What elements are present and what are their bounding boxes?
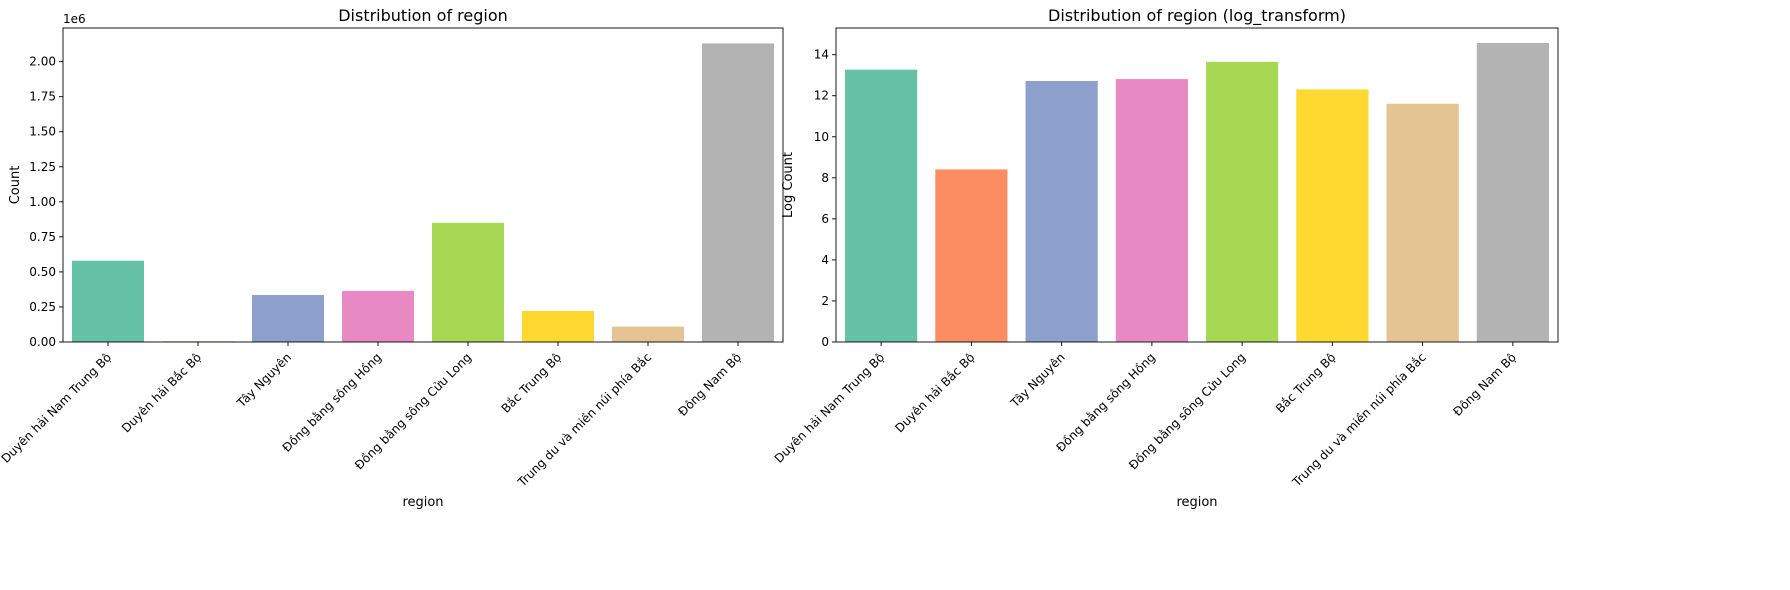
y-tick-label-4: 1.00 [29,195,56,209]
bar-5 [522,310,594,342]
x-tick-label-0: Duyên hải Nam Trung Bộ [0,350,114,466]
bar-4 [432,222,504,342]
x-tick-label-1: Duyên hải Bắc Bộ [892,350,977,435]
y-tick-label-4: 8 [821,171,829,185]
x-tick-label-3: Đồng bằng sông Hồng [1053,350,1158,455]
y-tick-label-1: 2 [821,294,829,308]
y-tick-label-5: 1.25 [29,160,56,174]
x-tick-label-2: Tây Nguyên [1007,350,1067,410]
y-tick-label-3: 0.75 [29,230,56,244]
y-axis-label: Count [8,166,23,205]
chart-panel-count: 0.00 0.25 0.50 0.75 1.00 1.25 1.50 1.75 2.00 Duyê… [0,6,784,510]
x-axis-label: region [402,495,443,510]
chart-panel-log-count: 0 2 4 6 8 10 12 14 Duyên hải Nam Trung Bộ Duyên h… [772,6,1559,510]
x-tick-label-1: Duyên hải Bắc Bộ [119,350,204,435]
axes-frame [62,27,784,343]
y-axis-label: Log Count [781,152,796,218]
y-tick-label-0: 0 [821,335,829,349]
y-tick-label-1: 0.25 [29,300,56,314]
bar-6 [1386,103,1459,342]
bar-1 [935,169,1008,342]
y-tick-label-7: 14 [814,48,829,62]
bar-2 [252,295,324,342]
bar-3 [342,290,414,342]
bar-6 [612,326,684,342]
x-tick-label-3: Đồng bằng sông Hồng [280,350,385,455]
x-tick-label-5: Bắc Trung Bộ [1273,350,1339,416]
y-tick-label-3: 6 [821,212,829,226]
x-tick-label-5: Bắc Trung Bộ [499,350,565,416]
y-tick-label-2: 0.50 [29,265,56,279]
x-tick-label-0: Duyên hải Nam Trung Bộ [772,350,888,466]
bar-7 [1476,42,1549,342]
bar-0 [845,69,918,342]
y-tick-label-0: 0.00 [29,335,56,349]
y-tick-label-2: 4 [821,253,829,267]
y-tick-label-6: 12 [814,89,829,103]
x-tick-label-7: Đông Nam Bộ [675,350,744,419]
x-axis-label: region [1176,495,1217,510]
bar-5 [1296,89,1369,342]
chart-title: Distribution of region (log_transform) [1048,6,1346,26]
x-tick-label-7: Đông Nam Bộ [1450,350,1519,419]
y-offset-label: 1e6 [63,12,86,26]
bar-2 [1025,80,1098,342]
axes-frame [835,27,1559,343]
x-tick-label-2: Tây Nguyên [234,350,294,410]
bar-3 [1115,79,1188,342]
y-tick-label-5: 10 [814,130,829,144]
bar-4 [1206,61,1279,343]
bar-7 [702,43,774,343]
y-tick-label-6: 1.50 [29,125,56,139]
chart-title: Distribution of region [338,6,508,25]
y-tick-label-7: 1.75 [29,90,56,104]
bar-0 [72,260,144,342]
y-tick-label-8: 2.00 [29,55,56,69]
